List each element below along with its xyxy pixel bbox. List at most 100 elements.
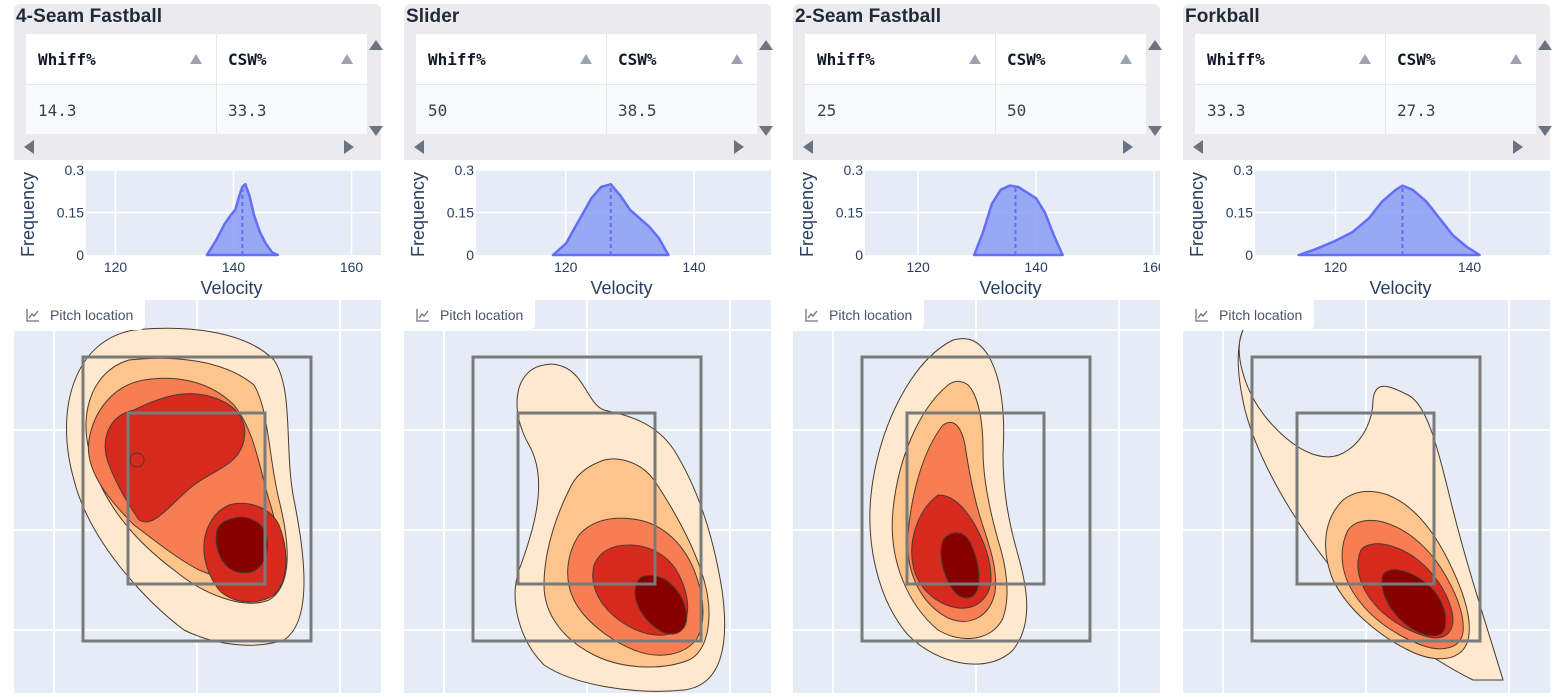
scroll-left-icon[interactable] <box>1193 140 1203 154</box>
velocity-chart: 120 140 160 0 0.15 0.3 Velocity Frequency <box>793 162 1166 300</box>
pitch-location-chart: Pitch location <box>1183 300 1550 693</box>
column-header[interactable]: CSW% <box>216 34 367 85</box>
x-axis-label: Velocity <box>200 278 262 298</box>
x-axis-label: Velocity <box>590 278 652 298</box>
vertical-scrollbar[interactable] <box>369 40 383 136</box>
column-header[interactable]: CSW% <box>606 34 757 85</box>
column-header[interactable]: Whiff% <box>1195 34 1385 85</box>
sort-ascending-icon[interactable] <box>1359 54 1371 64</box>
density-contour <box>215 516 268 574</box>
vertical-scrollbar[interactable] <box>1148 40 1162 136</box>
outer-zone-box <box>860 355 1092 643</box>
scroll-down-icon[interactable] <box>369 126 383 136</box>
pitch-location-svg <box>404 300 771 693</box>
pitch-card: 2-Seam Fastball Whiff% 25 CSW% 50 120 140 160 0 0… <box>793 4 1166 693</box>
y-tick-label: 0.15 <box>1226 205 1253 221</box>
sort-ascending-icon[interactable] <box>1510 54 1522 64</box>
y-tick-label: 0.15 <box>57 205 84 221</box>
scroll-right-icon[interactable] <box>344 140 354 154</box>
horizontal-scrollbar[interactable] <box>24 140 354 154</box>
horizontal-scrollbar[interactable] <box>1193 140 1523 154</box>
sort-ascending-icon[interactable] <box>341 54 353 64</box>
sort-ascending-icon[interactable] <box>969 54 981 64</box>
column-divider <box>216 34 217 134</box>
scroll-up-icon[interactable] <box>1148 40 1162 50</box>
column-header[interactable]: CSW% <box>995 34 1146 85</box>
outer-zone-box <box>471 355 703 643</box>
y-tick-label: 0 <box>1245 247 1253 263</box>
table-cell: 33.3 <box>1195 85 1385 134</box>
pitch-location-label: Pitch location <box>829 307 913 323</box>
table-column: Whiff% 14.3 <box>26 34 216 134</box>
scroll-left-icon[interactable] <box>803 140 813 154</box>
table-cell: 27.3 <box>1385 85 1536 134</box>
pitch-title: 4-Seam Fastball <box>16 6 163 27</box>
pitch-title: Slider <box>406 6 460 27</box>
sort-ascending-icon[interactable] <box>580 54 592 64</box>
column-header-label: Whiff% <box>1207 50 1265 69</box>
scroll-down-icon[interactable] <box>1148 126 1162 136</box>
sort-ascending-icon[interactable] <box>1120 54 1132 64</box>
stats-table: Whiff% 14.3 CSW% 33.3 <box>26 34 367 134</box>
horizontal-scrollbar[interactable] <box>803 140 1133 154</box>
horizontal-scrollbar[interactable] <box>414 140 744 154</box>
velocity-chart-svg: 120 140 160 0 0.15 0.3 Velocity Frequency <box>797 162 1166 298</box>
table-cell: 25 <box>805 85 995 134</box>
column-header-label: CSW% <box>618 50 657 69</box>
column-header[interactable]: Whiff% <box>805 34 995 85</box>
column-header[interactable]: Whiff% <box>416 34 606 85</box>
pitch-location-svg <box>1183 300 1550 693</box>
table-cell-value: 50 <box>428 101 448 120</box>
strike-zone-box <box>905 411 1046 586</box>
scroll-up-icon[interactable] <box>759 40 773 50</box>
column-header[interactable]: CSW% <box>1385 34 1536 85</box>
scroll-right-icon[interactable] <box>734 140 744 154</box>
x-tick-label: 120 <box>554 259 578 275</box>
x-axis-label: Velocity <box>1369 278 1431 298</box>
pitch-location-tab[interactable]: Pitch location <box>14 300 146 330</box>
pitch-location-tab[interactable]: Pitch location <box>404 300 536 330</box>
chart-icon <box>1195 309 1208 322</box>
scroll-down-icon[interactable] <box>759 126 773 136</box>
y-axis-label: Frequency <box>408 172 428 257</box>
scroll-down-icon[interactable] <box>1538 126 1552 136</box>
scroll-right-icon[interactable] <box>1123 140 1133 154</box>
table-cell: 50 <box>995 85 1146 134</box>
density-area <box>972 184 1064 257</box>
x-tick-label: 120 <box>906 259 930 275</box>
strike-zone-box <box>516 411 657 586</box>
velocity-chart-svg: 120 140 160 0 0.15 0.3 Velocity Frequency <box>18 162 381 298</box>
pitch-title: 2-Seam Fastball <box>795 6 942 27</box>
column-header[interactable]: Whiff% <box>26 34 216 85</box>
pitch-location-tab[interactable]: Pitch location <box>1183 300 1315 330</box>
card-header: 2-Seam Fastball Whiff% 25 CSW% 50 <box>793 4 1162 160</box>
scroll-left-icon[interactable] <box>24 140 34 154</box>
x-tick-label: 140 <box>1458 259 1482 275</box>
chart-icon <box>416 309 429 322</box>
y-tick-label: 0.3 <box>65 164 85 178</box>
scroll-left-icon[interactable] <box>414 140 424 154</box>
strike-zone-box <box>1295 411 1436 586</box>
column-header-label: Whiff% <box>817 50 875 69</box>
scroll-up-icon[interactable] <box>369 40 383 50</box>
y-axis-label: Frequency <box>18 172 38 257</box>
velocity-chart: 120 140 0 0.15 0.3 Velocity Frequency <box>404 162 771 300</box>
pitch-location-chart: Pitch location <box>14 300 381 693</box>
vertical-scrollbar[interactable] <box>1538 40 1552 136</box>
table-cell-value: 38.5 <box>618 101 657 120</box>
y-tick-label: 0.3 <box>455 164 475 178</box>
x-tick-label: 160 <box>340 259 364 275</box>
scroll-right-icon[interactable] <box>1513 140 1523 154</box>
sort-ascending-icon[interactable] <box>190 54 202 64</box>
chart-icon-stroke <box>805 309 818 322</box>
scroll-up-icon[interactable] <box>1538 40 1552 50</box>
vertical-scrollbar[interactable] <box>759 40 773 136</box>
x-tick-label: 120 <box>104 259 128 275</box>
density-peak <box>129 452 145 468</box>
sort-ascending-icon[interactable] <box>731 54 743 64</box>
column-header-label: CSW% <box>1007 50 1046 69</box>
pitch-location-svg <box>793 300 1160 693</box>
pitch-location-tab[interactable]: Pitch location <box>793 300 925 330</box>
table-cell-value: 27.3 <box>1397 101 1436 120</box>
velocity-chart-svg: 120 140 0 0.15 0.3 Velocity Frequency <box>1187 162 1550 298</box>
